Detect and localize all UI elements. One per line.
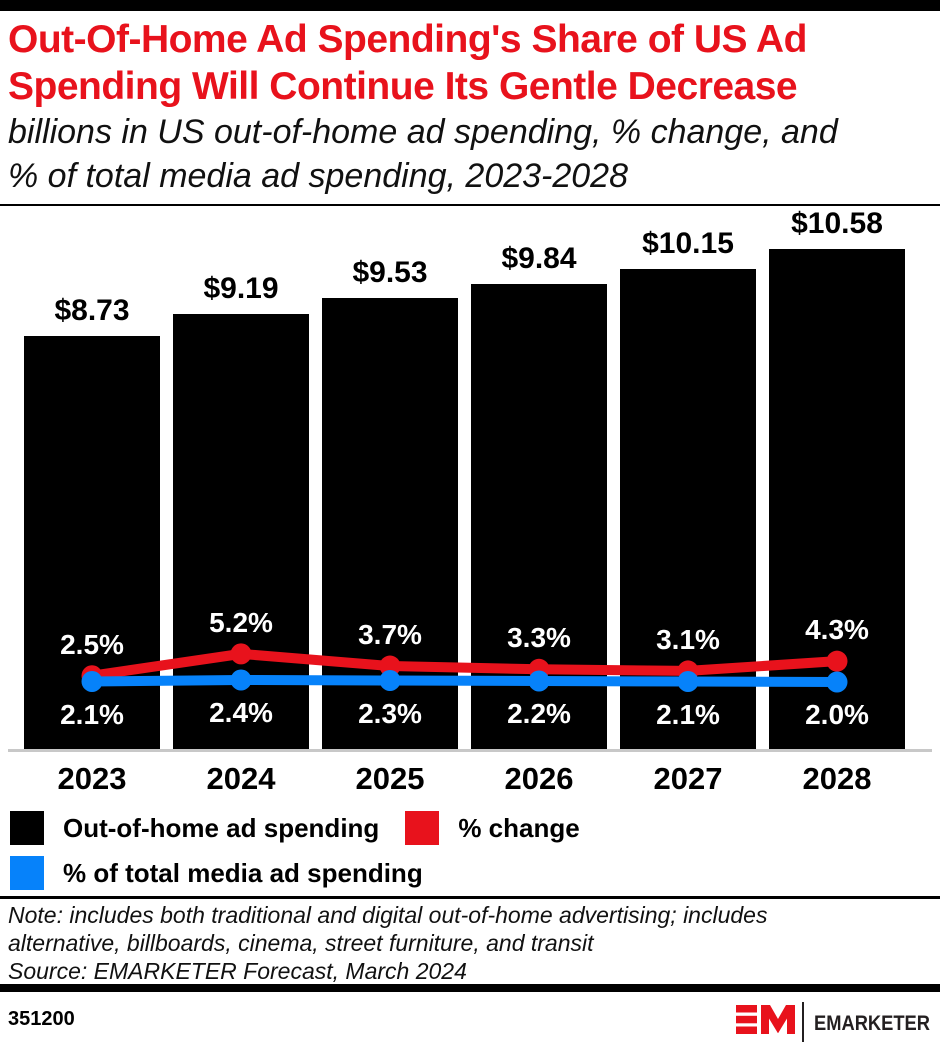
- note-divider: [0, 896, 940, 899]
- year-label: 2027: [653, 761, 723, 796]
- pct-share-label: 2.1%: [656, 698, 720, 730]
- chart-subtitle-line-1: billions in US out-of-home ad spending, …: [8, 113, 838, 151]
- note-line-1: Note: includes both traditional and digi…: [8, 902, 768, 928]
- pct-change-label: 2.5%: [60, 628, 124, 660]
- chart-subtitle: billions in US out-of-home ad spending, …: [8, 110, 934, 198]
- legend-row-1: Out-of-home ad spending % change: [10, 811, 606, 845]
- emarketer-wordmark: EMARKETER: [814, 1012, 930, 1035]
- bar-value-label: $9.84: [501, 241, 577, 275]
- legend-label-pct-change: % change: [458, 812, 580, 843]
- chart-subtitle-line-2: % of total media ad spending, 2023-2028: [8, 157, 629, 195]
- bar-value-label: $10.15: [642, 226, 734, 260]
- bar-value-label: $8.73: [54, 294, 130, 328]
- pct-change-label: 4.3%: [805, 614, 869, 646]
- chart-title-line-1: Out-Of-Home Ad Spending's Share of US Ad: [8, 18, 807, 61]
- bar-2028: [769, 248, 905, 749]
- bar-2027: [620, 268, 756, 749]
- emarketer-logo-mark: [736, 1005, 795, 1034]
- pct-change-label: 3.3%: [507, 622, 571, 654]
- chart-title-line-2: Spending Will Continue Its Gentle Decrea…: [8, 65, 798, 108]
- year-label: 2026: [504, 761, 574, 796]
- footnote: Note: includes both traditional and digi…: [8, 901, 934, 985]
- chart-area: $8.73 2.5% 2.1% 2023 $9.19 5.2% 2.4% 2024 $9.53 3…: [0, 207, 940, 800]
- legend-swatch-pct-share: [10, 856, 44, 890]
- bar-2023: [24, 336, 160, 749]
- chart-title: Out-Of-Home Ad Spending's Share of US Ad…: [8, 16, 934, 110]
- bar-value-label: $9.19: [203, 272, 279, 306]
- note-line-2: alternative, billboards, cinema, street …: [8, 930, 594, 956]
- legend-label-pct-share: % of total media ad spending: [63, 857, 423, 888]
- bar-2025: [322, 298, 458, 749]
- pct-change-label: 5.2%: [209, 606, 273, 638]
- bar-2026: [471, 283, 607, 749]
- year-label: 2025: [355, 761, 425, 796]
- year-label: 2024: [206, 761, 276, 796]
- pct-change-label: 3.1%: [656, 623, 720, 655]
- pct-share-label: 2.4%: [209, 697, 273, 728]
- bar-2024: [173, 314, 309, 749]
- bar-value-label: $10.58: [791, 206, 883, 240]
- legend-row-2: % of total media ad spending: [10, 856, 449, 890]
- pct-share-label: 2.2%: [507, 698, 571, 729]
- emarketer-logo: EMARKETER: [736, 1002, 930, 1042]
- pct-share-label: 2.0%: [805, 699, 869, 730]
- logo-divider: [802, 1002, 804, 1042]
- legend-label-bars: Out-of-home ad spending: [63, 812, 380, 843]
- top-black-bar: [0, 0, 940, 11]
- year-label: 2023: [57, 761, 127, 796]
- pct-share-label: 2.1%: [60, 698, 124, 730]
- bar-value-label: $9.53: [352, 256, 428, 290]
- legend-swatch-pct-change: [405, 811, 440, 845]
- year-label: 2028: [802, 761, 872, 796]
- header-divider: [0, 204, 940, 206]
- x-axis-line: [8, 749, 932, 752]
- source-line: Source: EMARKETER Forecast, March 2024: [8, 958, 467, 984]
- pct-share-label: 2.3%: [358, 697, 422, 729]
- pct-change-label: 3.7%: [358, 619, 422, 651]
- footer-black-bar: [0, 984, 940, 992]
- chart-id: 351200: [8, 1008, 75, 1030]
- legend-swatch-bars: [10, 811, 44, 845]
